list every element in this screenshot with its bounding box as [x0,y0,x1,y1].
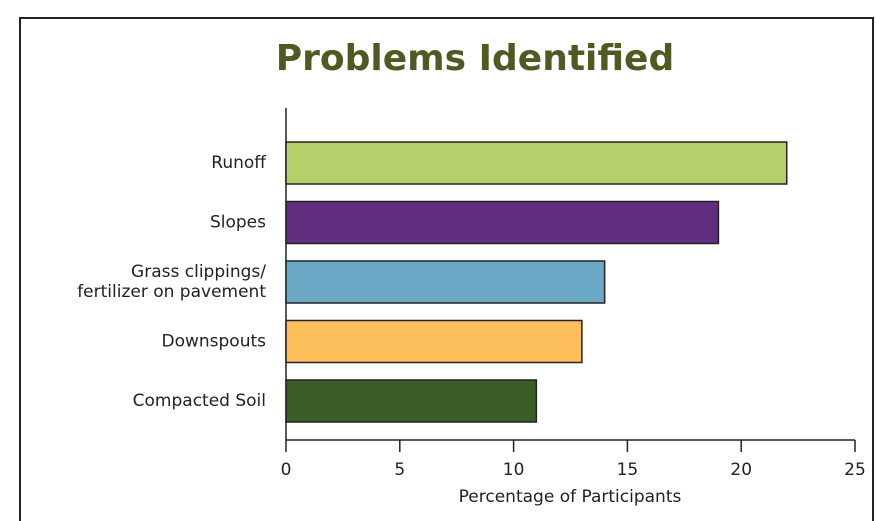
x-tick-label: 20 [730,460,752,480]
x-tick-label: 15 [617,460,639,480]
x-tick-label: 10 [503,460,525,480]
bar [285,200,720,245]
x-tick-label: 5 [394,460,405,480]
chart-title: Problems Identified [276,38,675,79]
y-tick-label: Downspouts [161,332,266,352]
y-tick-label: Compacted Soil [133,391,266,411]
x-tick-label: 25 [844,460,866,480]
x-axis-label: Percentage of Participants [459,487,682,507]
y-tick-label: Runoff [211,153,267,173]
frame [19,17,874,521]
bar [285,319,583,364]
bar [285,260,606,304]
y-tick-label: Grass clippings/fertilizer on pavement [77,262,266,302]
y-tick-label: Slopes [210,213,266,233]
x-tick-label: 0 [281,460,292,480]
bar [285,141,788,185]
bar [285,379,538,423]
